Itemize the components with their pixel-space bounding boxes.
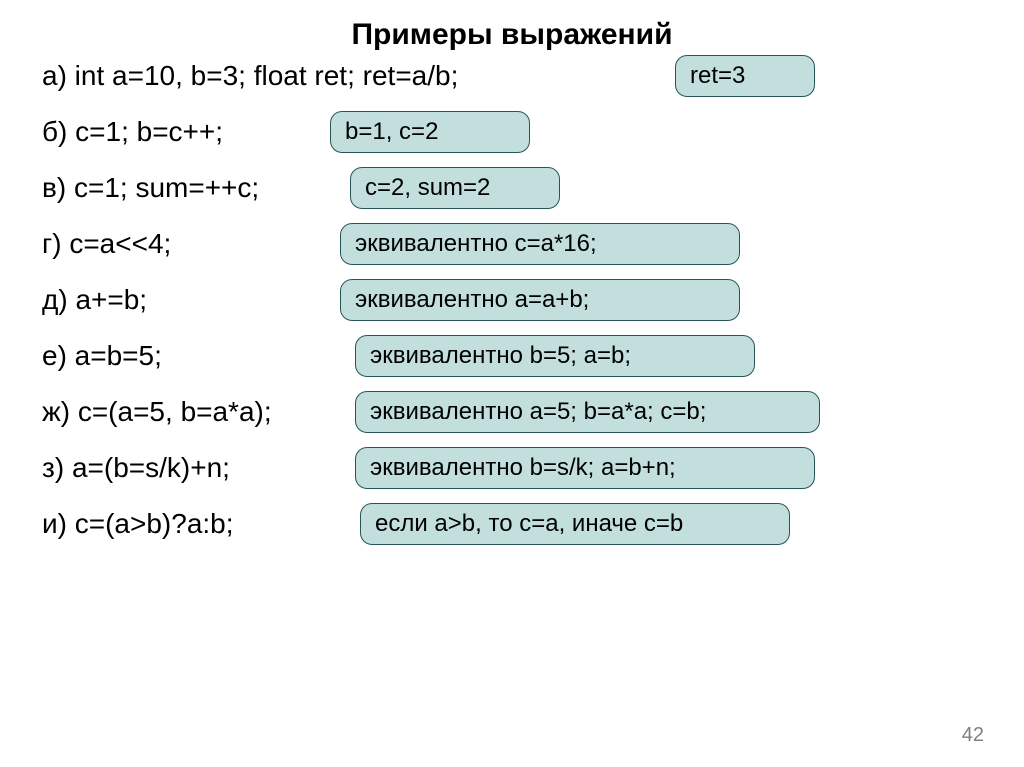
expression-text: б) c=1; b=c++; [42, 116, 223, 148]
expression-text: ж) c=(a=5, b=a*a); [42, 396, 272, 428]
result-pill: b=1, c=2 [330, 111, 530, 153]
example-row: д) a+=b;эквивалентно a=a+b; [0, 284, 1024, 316]
page-title: Примеры выражений [0, 0, 1024, 60]
expression-text: г) c=a<<4; [42, 228, 171, 260]
result-pill: эквивалентно a=5; b=a*a; c=b; [355, 391, 820, 433]
result-pill: эквивалентно a=a+b; [340, 279, 740, 321]
expression-text: в) c=1; sum=++c; [42, 172, 259, 204]
example-row: г) c=a<<4;эквивалентно c=a*16; [0, 228, 1024, 260]
example-row: з) a=(b=s/k)+n;эквивалентно b=s/k; a=b+n… [0, 452, 1024, 484]
result-pill: ret=3 [675, 55, 815, 97]
example-row: и) c=(a>b)?a:b;если a>b, то c=a, иначе c… [0, 508, 1024, 540]
expression-text: з) a=(b=s/k)+n; [42, 452, 230, 484]
expression-text: е) a=b=5; [42, 340, 162, 372]
example-row: е) a=b=5;эквивалентно b=5; a=b; [0, 340, 1024, 372]
example-row: в) c=1; sum=++c;с=2, sum=2 [0, 172, 1024, 204]
result-pill: если a>b, то c=a, иначе c=b [360, 503, 790, 545]
expression-text: д) a+=b; [42, 284, 147, 316]
example-row: а) int a=10, b=3; float ret; ret=a/b;ret… [0, 60, 1024, 92]
expression-text: а) int a=10, b=3; float ret; ret=a/b; [42, 60, 458, 92]
expression-text: и) c=(a>b)?a:b; [42, 508, 234, 540]
result-pill: эквивалентно b=s/k; a=b+n; [355, 447, 815, 489]
result-pill: эквивалентно b=5; a=b; [355, 335, 755, 377]
page-number: 42 [962, 724, 984, 747]
result-pill: с=2, sum=2 [350, 167, 560, 209]
result-pill: эквивалентно c=a*16; [340, 223, 740, 265]
example-row: ж) c=(a=5, b=a*a);эквивалентно a=5; b=a*… [0, 396, 1024, 428]
example-row: б) c=1; b=c++;b=1, c=2 [0, 116, 1024, 148]
